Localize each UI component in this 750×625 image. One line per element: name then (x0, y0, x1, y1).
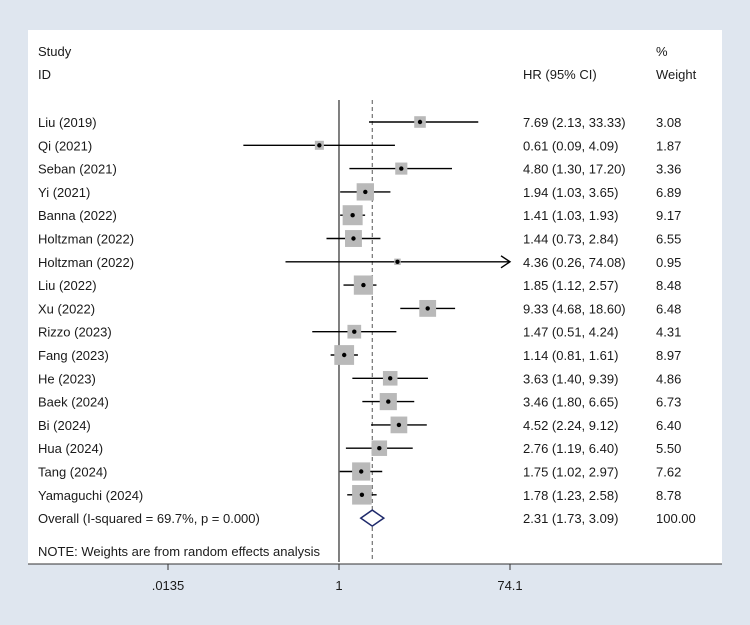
point-estimate (352, 329, 357, 334)
ci-arrow (500, 255, 512, 269)
study-ci-text: 1.41 (1.03, 1.93) (523, 208, 618, 223)
study-label: Bi (2024) (38, 418, 91, 433)
study-ci-text: 3.46 (1.80, 6.65) (523, 395, 618, 410)
study-weight: 8.97 (656, 348, 681, 363)
point-estimate (425, 306, 430, 311)
study-ci-text: 4.36 (0.26, 74.08) (523, 255, 626, 270)
study-rows: Liu (2019) 7.69 (2.13, 33.33) 3.08 Qi (2021… (38, 100, 696, 562)
point-estimate (386, 399, 391, 404)
study-label: Fang (2023) (38, 348, 109, 363)
study-label: Holtzman (2022) (38, 255, 134, 270)
study-weight: 7.62 (656, 465, 681, 480)
study-ci-text: 7.69 (2.13, 33.33) (523, 115, 626, 130)
study-weight: 0.95 (656, 255, 681, 270)
point-estimate (361, 282, 366, 288)
point-estimate (363, 189, 368, 195)
point-estimate (395, 259, 400, 264)
study-ci-text: 1.14 (0.81, 1.61) (523, 348, 618, 363)
study-weight: 6.40 (656, 418, 681, 433)
study-label: Yamaguchi (2024) (38, 488, 143, 503)
study-label: Xu (2022) (38, 301, 95, 316)
study-ci-text: 4.52 (2.24, 9.12) (523, 418, 618, 433)
point-estimate (317, 143, 322, 148)
study-weight: 6.73 (656, 395, 681, 410)
overall-label: Overall (I-squared = 69.7%, p = 0.000) (38, 511, 260, 526)
overall-ci-text: 2.31 (1.73, 3.09) (523, 511, 618, 526)
point-estimate (417, 119, 423, 125)
point-estimate (388, 376, 393, 381)
header-hr: HR (95% CI) (523, 67, 597, 82)
study-ci-text: 1.44 (0.73, 2.84) (523, 232, 618, 247)
overall-diamond (359, 509, 386, 528)
point-estimate (351, 236, 356, 241)
point-estimate (359, 492, 365, 497)
point-estimate (377, 446, 382, 451)
study-ci-text: 3.63 (1.40, 9.39) (523, 371, 618, 386)
study-ci-text: 4.80 (1.30, 17.20) (523, 162, 626, 177)
study-ci-text: 1.47 (0.51, 4.24) (523, 325, 618, 340)
x-axis-ticks: .0135 1 74.1 (152, 564, 523, 593)
study-label: Hua (2024) (38, 441, 103, 456)
overall-weight: 100.00 (656, 511, 696, 526)
study-weight: 5.50 (656, 441, 681, 456)
study-label: Liu (2019) (38, 115, 97, 130)
x-tick-label: .0135 (152, 578, 185, 593)
study-weight: 6.89 (656, 185, 681, 200)
study-weight: 4.86 (656, 371, 681, 386)
study-label: Yi (2021) (38, 185, 90, 200)
study-label: Banna (2022) (38, 208, 117, 223)
header-percent: % (656, 44, 668, 59)
plot-panel (28, 30, 722, 564)
study-weight: 3.36 (656, 162, 681, 177)
header-id: ID (38, 67, 51, 82)
header-weight: Weight (656, 67, 697, 82)
study-label: Seban (2021) (38, 162, 117, 177)
study-weight: 6.55 (656, 232, 681, 247)
study-ci-text: 1.75 (1.02, 2.97) (523, 465, 618, 480)
point-estimate (341, 352, 347, 358)
point-estimate (359, 469, 364, 474)
point-estimate (399, 166, 404, 171)
study-label: Holtzman (2022) (38, 232, 134, 247)
header-study: Study (38, 44, 72, 59)
study-ci-text: 1.94 (1.03, 3.65) (523, 185, 618, 200)
study-weight: 9.17 (656, 208, 681, 223)
study-ci-text: 0.61 (0.09, 4.09) (523, 138, 618, 153)
x-tick-label: 1 (335, 578, 342, 593)
study-ci-text: 1.78 (1.23, 2.58) (523, 488, 618, 503)
point-estimate (350, 213, 355, 218)
x-tick-label: 74.1 (497, 578, 522, 593)
study-weight: 4.31 (656, 325, 681, 340)
note-text: NOTE: Weights are from random effects an… (38, 544, 321, 559)
study-weight: 3.08 (656, 115, 681, 130)
study-weight: 8.78 (656, 488, 681, 503)
study-ci-text: 9.33 (4.68, 18.60) (523, 301, 626, 316)
point-estimate (396, 422, 402, 428)
study-weight: 8.48 (656, 278, 681, 293)
study-label: Tang (2024) (38, 465, 107, 480)
study-label: Rizzo (2023) (38, 325, 112, 340)
study-label: Baek (2024) (38, 395, 109, 410)
study-label: Qi (2021) (38, 138, 92, 153)
study-label: Liu (2022) (38, 278, 97, 293)
study-weight: 6.48 (656, 301, 681, 316)
study-ci-text: 2.76 (1.19, 6.40) (523, 441, 618, 456)
study-weight: 1.87 (656, 138, 681, 153)
study-ci-text: 1.85 (1.12, 2.57) (523, 278, 618, 293)
study-label: He (2023) (38, 371, 96, 386)
